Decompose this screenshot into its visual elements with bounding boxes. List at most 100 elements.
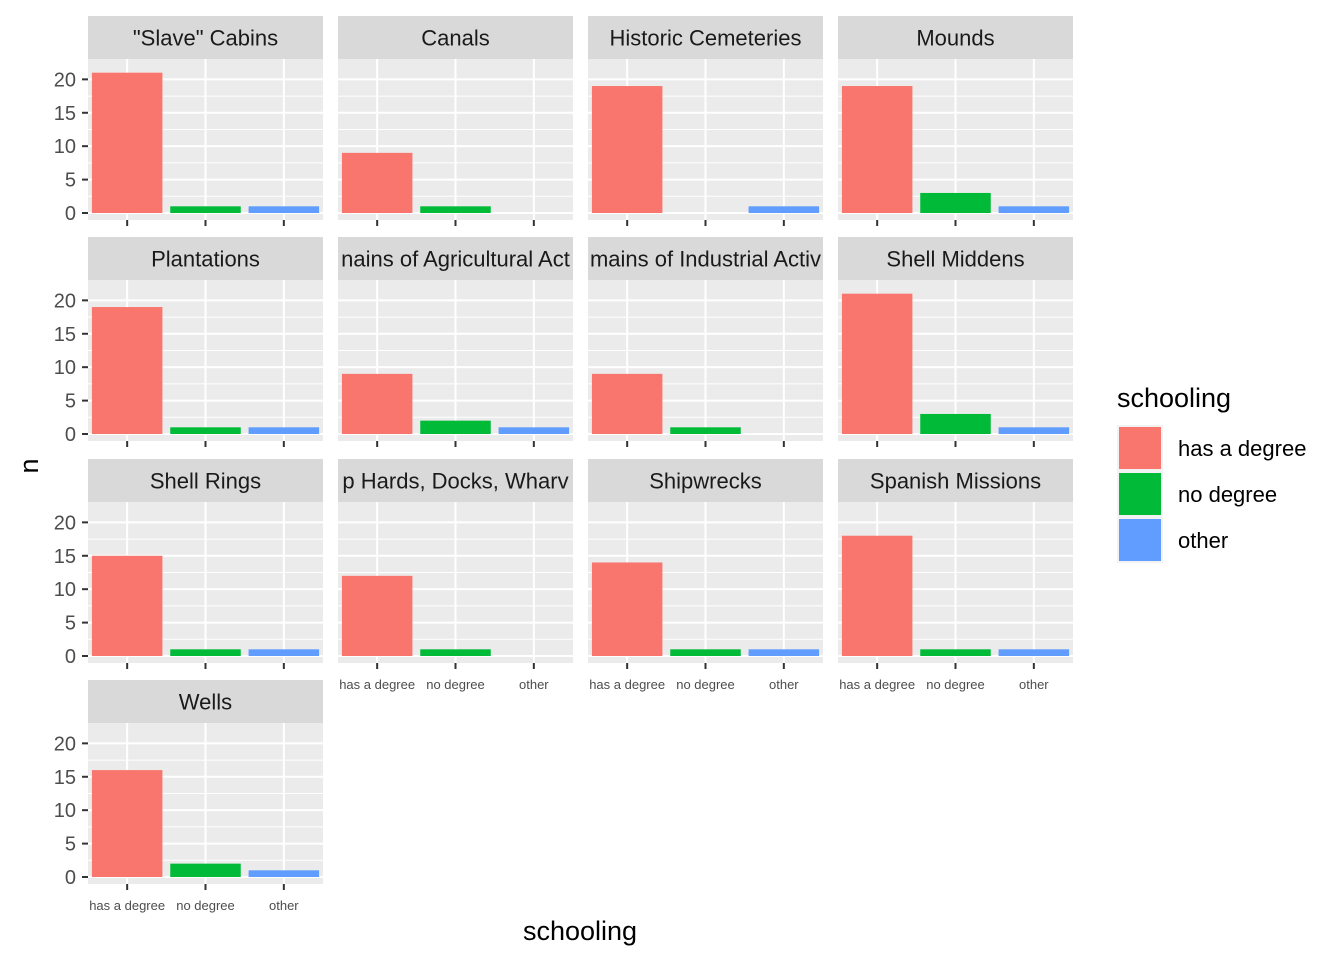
facet-strip xyxy=(588,459,823,502)
y-axis-title: n xyxy=(14,458,44,473)
y-tick-label: 10 xyxy=(54,800,76,822)
facet-panel: Wells 0 5 10 15 20 has a degree no degree other xyxy=(54,680,323,913)
bar xyxy=(170,863,241,877)
facet-title: Plantations xyxy=(151,247,260,272)
bar xyxy=(920,413,991,434)
x-tick-label: no degree xyxy=(676,677,735,692)
bar xyxy=(920,649,991,656)
facet-title: Shipwrecks xyxy=(649,469,761,494)
bar xyxy=(998,649,1070,656)
x-tick-label: no degree xyxy=(426,677,485,692)
bar xyxy=(248,649,320,656)
facet-title: "Slave" Cabins xyxy=(133,26,278,51)
bar xyxy=(91,770,163,877)
facet-panel: Mounds xyxy=(838,16,1073,226)
y-tick-label: 5 xyxy=(65,834,76,856)
x-tick-label: has a degree xyxy=(339,677,415,692)
facet-strip xyxy=(88,16,323,59)
bar xyxy=(248,206,320,213)
bar xyxy=(341,575,413,656)
y-tick-label: 15 xyxy=(54,767,76,789)
facet-strip xyxy=(838,237,1073,280)
facet-panel: Spanish Missions has a degree no degree oth… xyxy=(838,459,1073,692)
y-tick-label: 10 xyxy=(54,579,76,601)
y-tick-label: 0 xyxy=(65,203,76,225)
bar xyxy=(748,206,820,213)
facet-title: nains of Agricultural Act xyxy=(341,247,570,272)
legend-swatch xyxy=(1119,427,1161,469)
facet-panel: mains of Industrial Activ xyxy=(588,237,823,447)
facet-title: p Hards, Docks, Wharv xyxy=(342,469,568,494)
bar xyxy=(170,427,241,434)
bar xyxy=(248,427,320,434)
facet-title: Shell Middens xyxy=(886,247,1024,272)
facet-title: Spanish Missions xyxy=(870,469,1041,494)
y-tick-label: 20 xyxy=(54,69,76,91)
facet-panel: "Slave" Cabins 0 5 10 15 20 xyxy=(54,16,323,226)
y-tick-label: 0 xyxy=(65,424,76,446)
x-tick-label: other xyxy=(269,898,299,913)
legend-swatch xyxy=(1119,519,1161,561)
y-tick-label: 15 xyxy=(54,103,76,125)
facet-title: Historic Cemeteries xyxy=(610,26,802,51)
facet-title: mains of Industrial Activ xyxy=(590,247,821,272)
y-tick-label: 10 xyxy=(54,357,76,379)
bar xyxy=(841,293,913,434)
facet-panel: Canals xyxy=(338,16,573,226)
legend-label: no degree xyxy=(1178,482,1277,507)
facet-strip xyxy=(88,680,323,723)
facet-panel: nains of Agricultural Act xyxy=(338,237,573,447)
facet-strip xyxy=(838,459,1073,502)
x-tick-label: no degree xyxy=(176,898,235,913)
facet-strip xyxy=(88,237,323,280)
facet-panels: "Slave" Cabins 0 5 10 15 20 Canals Historic Cem… xyxy=(54,16,1073,913)
legend-title: schooling xyxy=(1117,383,1231,413)
facet-panel: p Hards, Docks, Wharv has a degree no degr… xyxy=(338,459,573,692)
bar xyxy=(170,649,241,656)
x-tick-label: other xyxy=(519,677,549,692)
y-tick-label: 10 xyxy=(54,136,76,158)
bar xyxy=(841,86,913,213)
legend-label: other xyxy=(1178,528,1228,553)
y-tick-label: 15 xyxy=(54,324,76,346)
bar xyxy=(998,206,1070,213)
bar xyxy=(841,535,913,656)
facet-title: Shell Rings xyxy=(150,469,261,494)
y-tick-label: 5 xyxy=(65,613,76,635)
bar xyxy=(420,420,491,434)
legend: schooling has a degree no degree other xyxy=(1117,383,1306,563)
y-tick-label: 20 xyxy=(54,733,76,755)
x-tick-label: other xyxy=(1019,677,1049,692)
facet-panel: Historic Cemeteries xyxy=(588,16,823,226)
facet-strip xyxy=(88,459,323,502)
x-tick-label: other xyxy=(769,677,799,692)
y-tick-label: 15 xyxy=(54,546,76,568)
bar xyxy=(748,649,820,656)
facet-title: Canals xyxy=(421,26,489,51)
x-tick-label: has a degree xyxy=(89,898,165,913)
bar xyxy=(91,72,163,213)
legend-swatch xyxy=(1119,473,1161,515)
y-tick-label: 20 xyxy=(54,512,76,534)
y-tick-label: 0 xyxy=(65,646,76,668)
bar xyxy=(920,192,991,213)
x-tick-label: has a degree xyxy=(589,677,665,692)
bar xyxy=(248,870,320,877)
bar xyxy=(670,649,741,656)
y-tick-label: 5 xyxy=(65,391,76,413)
bar xyxy=(170,206,241,213)
bar xyxy=(91,307,163,434)
facet-panel: Shell Middens xyxy=(838,237,1073,447)
facet-strip xyxy=(588,16,823,59)
facet-strip xyxy=(588,237,823,280)
bar xyxy=(591,562,663,656)
facet-strip xyxy=(338,237,573,280)
bar xyxy=(91,555,163,656)
bar xyxy=(591,86,663,213)
x-tick-label: has a degree xyxy=(839,677,915,692)
bar xyxy=(591,373,663,434)
x-axis-title: schooling xyxy=(523,916,637,946)
facet-panel: Shell Rings 0 5 10 15 20 xyxy=(54,459,323,669)
bar xyxy=(420,206,491,213)
